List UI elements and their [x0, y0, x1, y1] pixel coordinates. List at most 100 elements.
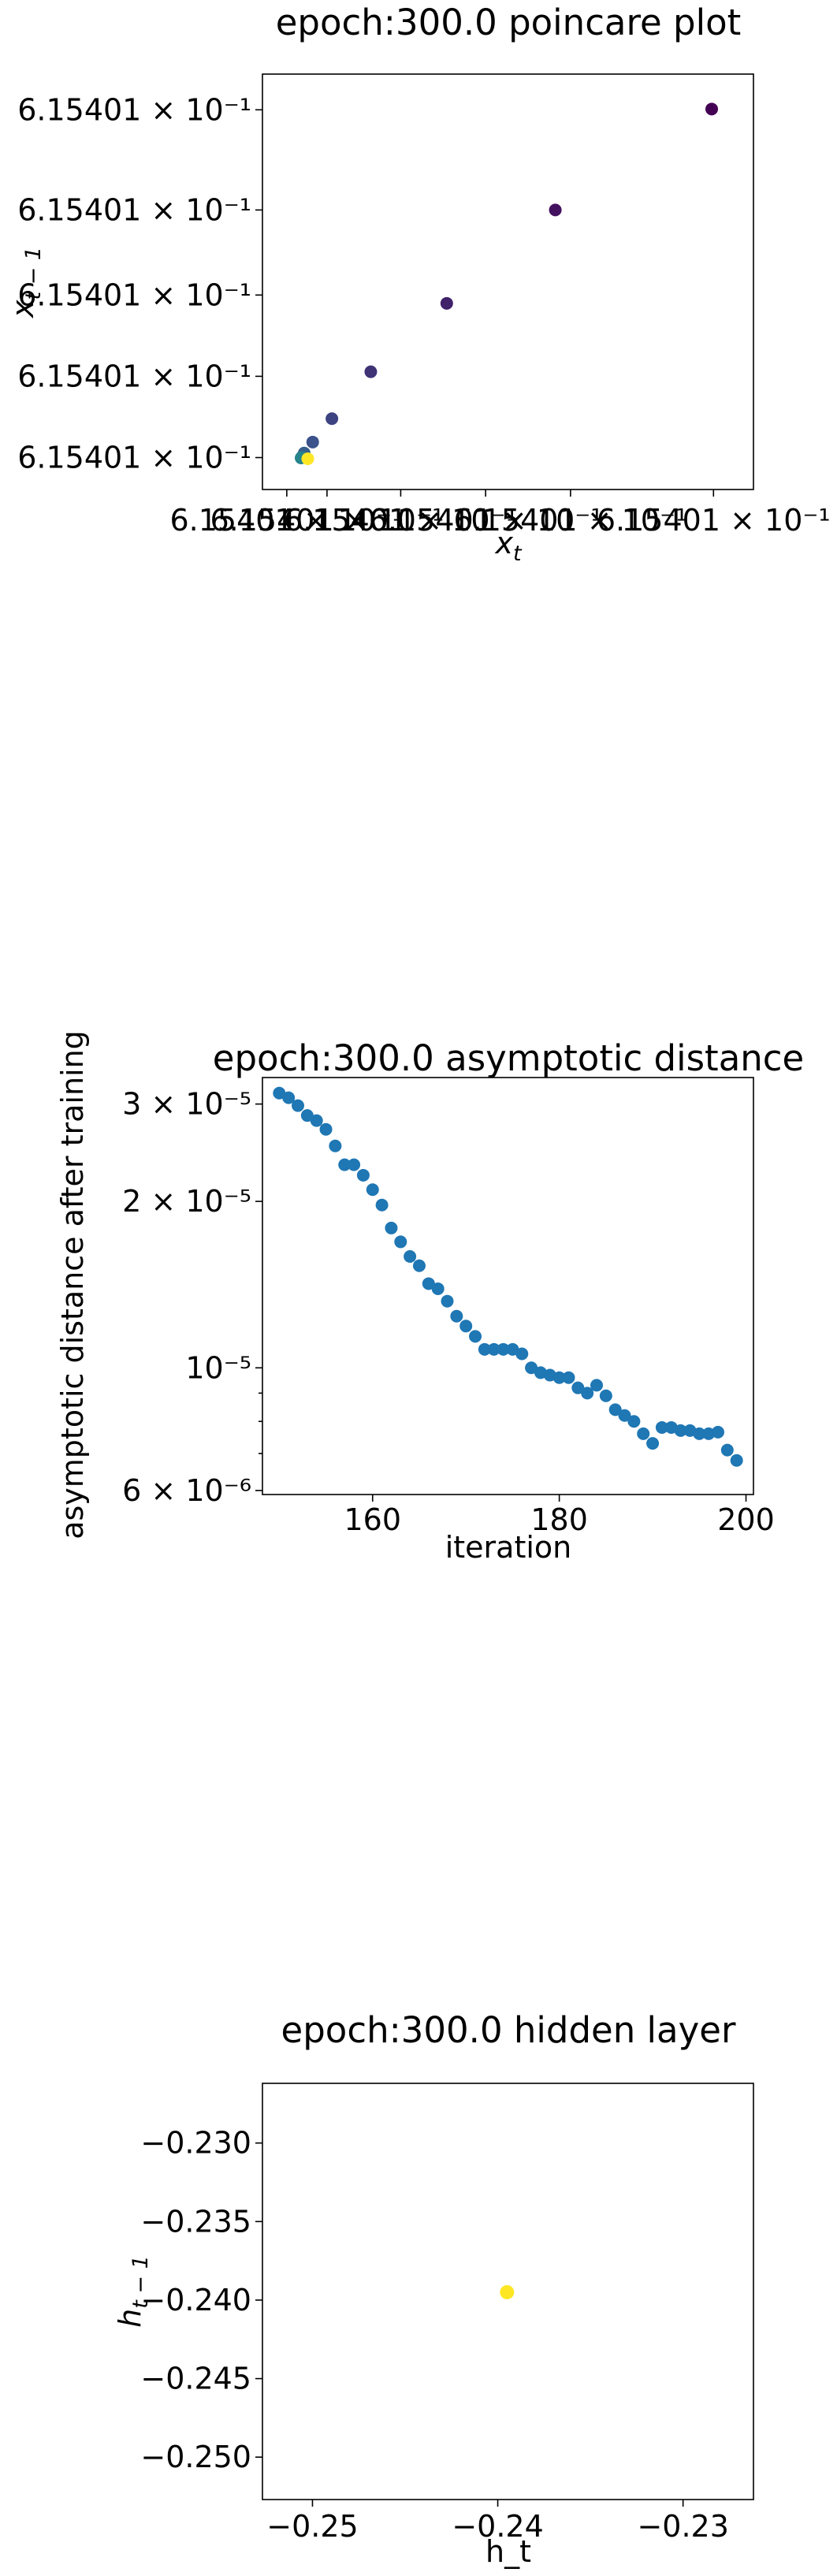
y-tick-label: −0.240 [140, 2283, 251, 2317]
data-point [705, 102, 719, 116]
data-point [515, 1347, 529, 1361]
data-point [292, 1099, 305, 1112]
y-tick-label: 10⁻⁵ [185, 1350, 251, 1385]
data-point [618, 1409, 631, 1422]
asymptotic-distance-plot: epoch:300.0 asymptotic distance 6 × 10⁻⁶… [55, 1030, 804, 1565]
x-tick-label: 6.15401 × 10⁻¹ [597, 503, 831, 538]
data-point [571, 1381, 585, 1394]
asymptotic-distance-x-label: iteration [445, 1530, 572, 1565]
x-tick-label: −0.24 [452, 2509, 543, 2544]
data-point [385, 1221, 398, 1234]
poincare-plot-title: epoch:300.0 poincare plot [276, 2, 742, 43]
data-point [319, 1122, 333, 1136]
data-point [356, 1168, 370, 1182]
poincare-plot-x-ticks: 6.15401 × 10⁻¹6.15401 × 10⁻¹6.15401 × 10… [169, 490, 831, 538]
hidden-layer-x-label: h_t [485, 2534, 531, 2569]
x-tick-label: 180 [530, 1502, 588, 1537]
data-point [674, 1424, 687, 1437]
data-point [282, 1091, 296, 1104]
data-point [637, 1427, 650, 1440]
data-point [301, 452, 314, 465]
data-point [720, 1443, 734, 1457]
y-tick-label: 6.15401 × 10⁻¹ [17, 359, 251, 393]
y-tick-label: −0.230 [140, 2126, 251, 2161]
data-point [431, 1282, 445, 1295]
hidden-layer-title: epoch:300.0 hidden layer [281, 2009, 736, 2051]
data-point [300, 1109, 314, 1122]
asymptotic-distance-x-ticks: 160 180 200 [344, 1495, 775, 1537]
y-tick-label: −0.235 [140, 2204, 251, 2239]
data-point [627, 1415, 641, 1428]
data-point [655, 1420, 668, 1434]
x-tick-label: −0.25 [266, 2509, 358, 2544]
hidden-layer-y-label: ht − 1 [113, 2255, 153, 2328]
hidden-layer-y-ticks: −0.250 −0.245 −0.240 −0.235 −0.230 [140, 2126, 262, 2474]
x-tick-label: 6.15401 × 10⁻¹ [210, 503, 444, 538]
data-point [469, 1330, 482, 1343]
data-point [450, 1309, 463, 1323]
y-tick-label: 6 × 10⁻⁶ [122, 1473, 251, 1508]
x-tick-label: 6.15401 × 10⁻¹ [284, 503, 518, 538]
poincare-plot: epoch:300.0 poincare plot 6.15401 × 10⁻¹… [6, 2, 831, 566]
data-point [459, 1320, 473, 1333]
y-tick-label: 6.15401 × 10⁻¹ [17, 92, 251, 127]
data-point [364, 365, 378, 378]
data-point [702, 1427, 716, 1440]
asymptotic-distance-title: epoch:300.0 asymptotic distance [213, 1037, 804, 1079]
asymptotic-distance-y-ticks: 6 × 10⁻⁶ 10⁻⁵ 2 × 10⁻⁵ 3 × 10⁻⁵ [122, 1087, 262, 1508]
data-point [500, 2284, 515, 2299]
data-point [590, 1379, 604, 1392]
data-point [711, 1425, 724, 1439]
data-point [693, 1427, 706, 1440]
asymptotic-distance-points [273, 1086, 743, 1467]
data-point [404, 1250, 417, 1264]
x-tick-label: −0.23 [637, 2509, 728, 2544]
data-point [549, 203, 562, 217]
poincare-plot-points [295, 102, 719, 465]
y-tick-label: 6.15401 × 10⁻¹ [17, 192, 251, 227]
data-point [306, 435, 319, 449]
data-point [310, 1114, 323, 1127]
y-tick-label: 3 × 10⁻⁵ [122, 1087, 251, 1122]
data-point [581, 1387, 594, 1400]
data-point [441, 1294, 454, 1308]
data-point [608, 1403, 622, 1416]
data-point [394, 1235, 407, 1249]
data-point [422, 1277, 435, 1290]
data-point [338, 1158, 352, 1171]
data-point [487, 1342, 500, 1356]
x-tick-label: 6.15401 × 10⁻¹ [169, 503, 404, 538]
data-point [646, 1437, 660, 1450]
y-tick-label: 6.15401 × 10⁻¹ [17, 441, 251, 475]
x-tick-label: 200 [717, 1502, 775, 1537]
data-point [506, 1342, 519, 1356]
data-point [412, 1259, 426, 1272]
poincare-plot-y-label: xt − 1 [6, 247, 46, 318]
data-point [375, 1198, 389, 1212]
y-tick-label: −0.245 [140, 2362, 251, 2396]
x-tick-label: 160 [344, 1502, 401, 1537]
data-point [599, 1389, 612, 1402]
hidden-layer-x-ticks: −0.25 −0.24 −0.23 [266, 2500, 729, 2544]
hidden-layer-frame [262, 2083, 754, 2500]
poincare-plot-y-ticks: 6.15401 × 10⁻¹ 6.15401 × 10⁻¹ 6.15401 × 10… [17, 92, 262, 475]
data-point [525, 1361, 538, 1375]
x-tick-label: 6.15401 × 10⁻¹ [453, 503, 687, 538]
data-point [562, 1371, 575, 1384]
data-point [497, 1342, 510, 1356]
data-point [478, 1342, 491, 1356]
data-point [366, 1183, 379, 1197]
data-point [348, 1158, 361, 1171]
data-point [273, 1086, 286, 1100]
data-point [730, 1454, 743, 1467]
y-tick-label: −0.250 [140, 2440, 251, 2474]
hidden-layer-plot: epoch:300.0 hidden layer −0.250−0.245−0.… [113, 2009, 754, 2569]
asymptotic-distance-y-label: asymptotic distance after training [55, 1030, 90, 1539]
data-point [326, 412, 339, 426]
y-tick-label: 2 × 10⁻⁵ [122, 1184, 251, 1219]
poincare-plot-frame [262, 73, 754, 490]
data-point [329, 1139, 342, 1152]
asymptotic-distance-frame [262, 1077, 754, 1495]
x-tick-label: 6.15401 × 10⁻¹ [369, 503, 603, 538]
